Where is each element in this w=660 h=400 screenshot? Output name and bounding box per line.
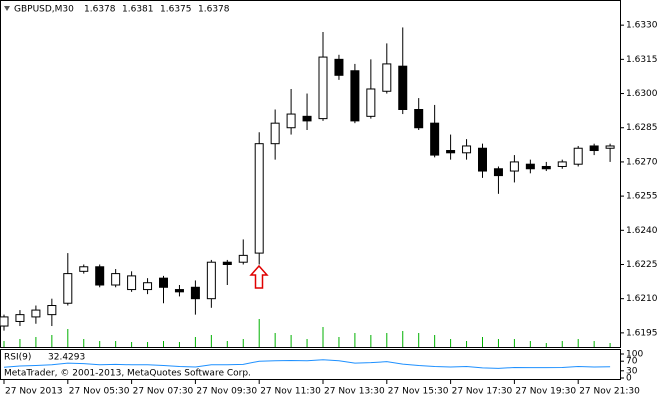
x-tick-label: 27 Nov 07:30: [133, 387, 194, 397]
candle-body: [398, 65, 408, 110]
candle-body: [446, 150, 456, 154]
main-pane: [0, 0, 621, 348]
candle-body: [541, 165, 551, 170]
header-icon: [4, 6, 10, 11]
candle-body: [174, 289, 184, 293]
candle-body: [509, 161, 519, 172]
x-tick-label: 27 Nov 09:30: [196, 387, 257, 397]
candle-body: [382, 63, 392, 92]
header-value: 1.6375: [160, 5, 192, 15]
rsi-value: 32.4293: [48, 353, 85, 363]
header-value: 1.6378: [198, 5, 230, 15]
x-tick-label: 27 Nov 17:30: [452, 387, 513, 397]
x-tick-label: 27 Nov 11:30: [260, 387, 321, 397]
y-tick-label: 1.6210: [626, 294, 658, 304]
header-value: 1.6381: [122, 5, 154, 15]
footer: MetaTrader, © 2001-2013, MetaQuotes Soft…: [4, 369, 251, 379]
candle-body: [493, 168, 503, 177]
y-tick-label: 1.6330: [626, 21, 658, 31]
candle-body: [525, 163, 535, 170]
candle-body: [31, 309, 41, 318]
candle-body: [286, 113, 296, 129]
candle-body: [350, 70, 360, 122]
x-tick-label: 27 Nov 21:30: [579, 387, 640, 397]
candle-body: [605, 145, 615, 149]
candle-body: [190, 286, 200, 300]
candle-body: [222, 261, 232, 265]
x-tick-label: 27 Nov 13:30: [324, 387, 385, 397]
y-tick-label: 70: [626, 357, 638, 367]
y-tick-label: 100: [626, 350, 643, 360]
y-tick-label: 1.6270: [626, 157, 658, 167]
candle-body: [15, 314, 25, 322]
y-tick-label: 0: [626, 374, 632, 384]
candle-body: [159, 277, 168, 288]
candle-body: [302, 115, 312, 122]
y-tick-label: 1.6285: [626, 123, 658, 133]
candle-body: [95, 266, 105, 286]
rsi-line: [3, 359, 611, 369]
candle-body: [143, 282, 153, 291]
candle-body: [127, 275, 137, 291]
candle-body: [478, 147, 487, 172]
candle-body: [318, 56, 328, 120]
candle-body: [47, 305, 57, 316]
candle-body: [414, 108, 424, 129]
candle-body: [206, 261, 216, 300]
x-tick-label: 27 Nov 05:30: [69, 387, 130, 397]
candle-body: [366, 88, 376, 117]
candle-body: [238, 254, 248, 263]
x-tick-label: 27 Nov 15:30: [388, 387, 449, 397]
candle-body: [557, 161, 567, 167]
symbol-title: GBPUSD,M30: [14, 5, 74, 15]
candle-body: [430, 122, 440, 156]
y-tick-label: 1.6315: [626, 55, 658, 65]
candle-body: [334, 58, 344, 76]
candle-body: [111, 273, 121, 286]
candle-body: [270, 122, 280, 145]
y-tick-label: 1.6240: [626, 226, 658, 236]
header-value: 1.6378: [84, 5, 116, 15]
candle-body: [63, 273, 73, 304]
y-tick-label: 1.6255: [626, 192, 658, 202]
y-tick-label: 1.6195: [626, 328, 658, 338]
candle-body: [254, 143, 264, 254]
candle-body: [79, 266, 89, 272]
candle-body: [462, 145, 472, 154]
x-tick-label: 27 Nov 19:30: [515, 387, 576, 397]
candle-body: [589, 145, 599, 152]
y-tick-label: 30: [626, 366, 638, 376]
candle-body: [0, 316, 9, 327]
y-tick-label: 1.6300: [626, 89, 658, 99]
rsi-title: RSI(9): [4, 353, 31, 363]
y-tick-label: 1.6225: [626, 260, 658, 270]
candle-body: [573, 147, 583, 165]
signal-arrow: [249, 264, 269, 289]
x-tick-label: 27 Nov 2013: [5, 387, 63, 397]
